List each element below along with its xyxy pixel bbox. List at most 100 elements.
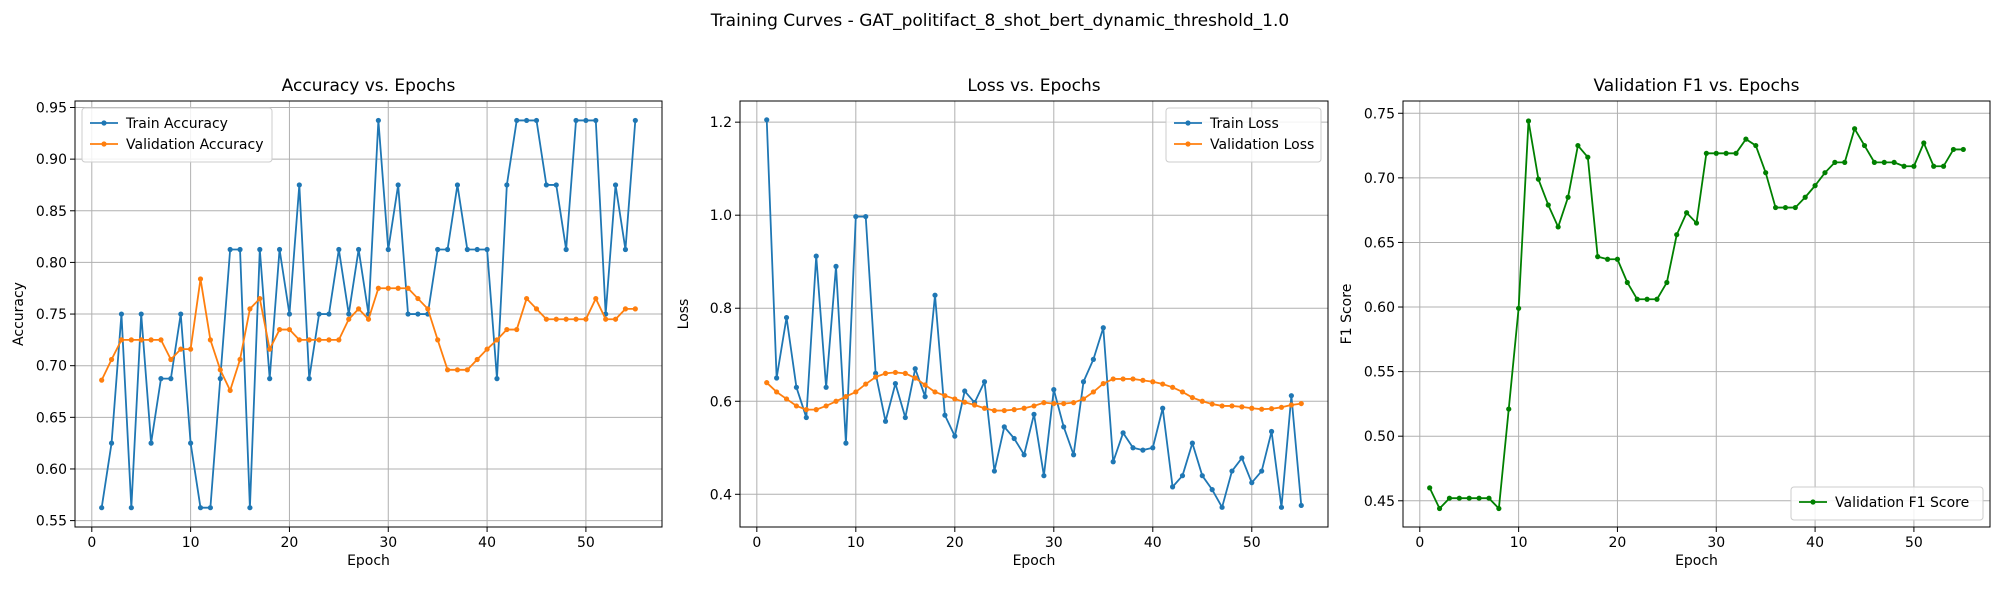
data-point xyxy=(148,337,154,343)
data-point xyxy=(188,440,194,446)
x-tick-label: 0 xyxy=(1415,535,1424,551)
data-point xyxy=(1239,455,1245,461)
data-point xyxy=(1733,150,1739,156)
data-point xyxy=(217,376,223,382)
data-point xyxy=(108,440,115,446)
data-point xyxy=(573,117,579,124)
data-point xyxy=(962,399,968,405)
legend-box xyxy=(1790,486,1984,521)
data-point xyxy=(365,316,372,322)
data-point xyxy=(622,306,629,312)
x-tick-label: 30 xyxy=(1707,535,1725,551)
data-point xyxy=(128,337,134,343)
x-tick-label: 30 xyxy=(379,535,397,551)
data-point xyxy=(148,440,154,446)
data-point xyxy=(1288,393,1294,399)
x-tick-label: 10 xyxy=(1510,535,1528,551)
data-point xyxy=(1921,140,1927,146)
data-point xyxy=(1476,495,1482,501)
data-point xyxy=(774,375,780,381)
data-point xyxy=(484,346,490,352)
data-point xyxy=(1436,505,1443,512)
data-point xyxy=(1229,468,1235,474)
data-point xyxy=(296,182,302,188)
data-point xyxy=(892,380,899,387)
data-point xyxy=(257,295,263,302)
data-point xyxy=(207,505,213,511)
legend: Validation F1 Score xyxy=(1790,486,1984,521)
data-point xyxy=(774,389,780,395)
data-point xyxy=(543,316,549,322)
data-point xyxy=(563,246,569,253)
chart-panel-1: Accuracy vs. Epochs 0 10 20 30 40 50 0.55 0.60 0.… xyxy=(11,76,663,569)
data-point xyxy=(932,389,938,395)
data-point xyxy=(783,396,790,402)
data-point xyxy=(533,117,540,124)
data-point xyxy=(922,382,928,388)
data-point xyxy=(306,337,312,343)
data-point xyxy=(1179,389,1186,395)
data-point xyxy=(1852,126,1858,132)
plot-frame xyxy=(739,100,1329,528)
data-point xyxy=(1832,159,1838,165)
data-point xyxy=(1259,406,1265,412)
data-point xyxy=(1516,305,1522,311)
data-point xyxy=(912,375,918,381)
data-point xyxy=(981,379,988,385)
y-tick-label: 0.55 xyxy=(36,514,67,530)
data-point xyxy=(168,356,174,363)
y-tick-label: 0.65 xyxy=(1364,235,1395,251)
data-point xyxy=(1259,468,1265,474)
data-point xyxy=(902,370,908,376)
y-tick-label: 0.75 xyxy=(36,307,67,323)
data-point xyxy=(764,117,770,123)
data-point xyxy=(882,370,889,376)
chart-title: Loss vs. Epochs xyxy=(967,76,1100,96)
data-point xyxy=(1595,254,1601,260)
data-point xyxy=(1130,376,1136,382)
data-point xyxy=(1713,150,1719,156)
legend-label: Validation F1 Score xyxy=(1835,495,1969,511)
y-tick-label: 0.50 xyxy=(1364,429,1395,445)
data-point xyxy=(1021,452,1027,458)
series-1 xyxy=(1427,118,1966,512)
data-point xyxy=(306,376,312,382)
data-point xyxy=(783,314,790,321)
data-point xyxy=(1545,202,1551,208)
data-point xyxy=(1674,232,1680,238)
data-point xyxy=(316,311,322,317)
data-point xyxy=(1189,440,1195,446)
data-point xyxy=(793,384,800,390)
data-point xyxy=(1268,428,1275,435)
data-point xyxy=(178,346,184,352)
data-point xyxy=(346,316,352,322)
data-point xyxy=(1051,387,1057,393)
data-point xyxy=(1150,445,1156,451)
data-point xyxy=(1031,403,1037,409)
data-point xyxy=(1209,401,1215,407)
data-point xyxy=(1298,400,1304,407)
data-point xyxy=(326,311,332,317)
data-point xyxy=(1911,163,1917,169)
legend-marker xyxy=(101,141,107,147)
y-tick-label: 0.80 xyxy=(36,255,67,271)
data-point xyxy=(197,505,204,511)
data-point xyxy=(1209,487,1215,493)
data-point xyxy=(1219,403,1225,409)
data-point xyxy=(1772,204,1779,211)
x-tick-label: 50 xyxy=(577,535,595,551)
data-point xyxy=(593,295,599,302)
data-point xyxy=(1812,183,1818,189)
data-point xyxy=(1169,484,1176,490)
data-point xyxy=(326,337,332,343)
data-point xyxy=(464,367,470,373)
data-point xyxy=(454,367,461,373)
legend-marker xyxy=(101,120,107,126)
data-point xyxy=(405,285,411,291)
data-point xyxy=(494,337,500,343)
data-point xyxy=(128,505,134,511)
data-point xyxy=(237,356,243,363)
data-point xyxy=(356,246,362,253)
data-point xyxy=(1199,473,1205,479)
y-tick-label: 0.65 xyxy=(36,410,67,426)
